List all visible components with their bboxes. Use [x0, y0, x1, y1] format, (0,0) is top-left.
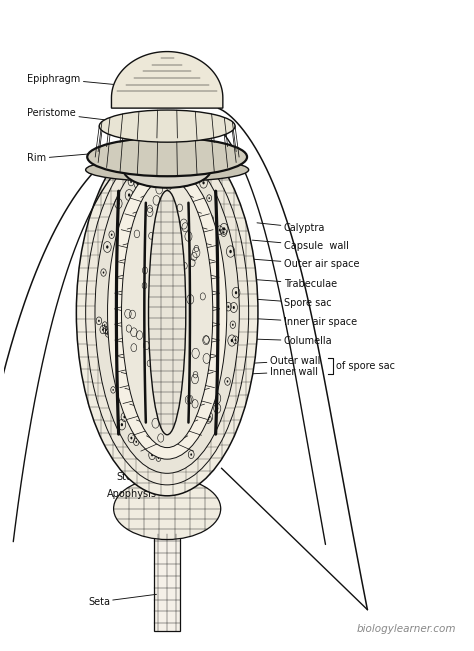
Circle shape [228, 305, 229, 308]
Text: Capsule  wall: Capsule wall [252, 240, 348, 251]
Circle shape [209, 197, 210, 199]
Circle shape [216, 396, 218, 400]
Circle shape [112, 389, 114, 391]
Circle shape [130, 180, 132, 183]
Circle shape [191, 453, 192, 456]
Circle shape [130, 437, 132, 439]
Circle shape [111, 234, 112, 236]
Circle shape [151, 454, 153, 456]
Circle shape [192, 172, 194, 174]
Ellipse shape [86, 141, 249, 485]
Circle shape [154, 162, 156, 164]
Circle shape [232, 324, 234, 326]
Text: Outer wall: Outer wall [238, 356, 320, 366]
Text: Trabeculae: Trabeculae [243, 279, 337, 289]
Circle shape [105, 329, 107, 331]
Ellipse shape [124, 152, 211, 187]
Text: Columella: Columella [178, 336, 332, 346]
Text: Inner wall: Inner wall [229, 367, 318, 377]
Circle shape [106, 245, 109, 249]
Circle shape [117, 202, 119, 205]
Circle shape [108, 331, 109, 333]
Text: Calyptra: Calyptra [257, 223, 325, 233]
Circle shape [128, 193, 130, 197]
Text: Apophysis: Apophysis [107, 488, 171, 499]
Circle shape [202, 181, 205, 184]
Text: biologylearner.com: biologylearner.com [356, 624, 456, 634]
Ellipse shape [108, 166, 227, 459]
Circle shape [121, 423, 123, 426]
Text: Epiphragm: Epiphragm [27, 74, 133, 87]
Circle shape [227, 380, 228, 383]
Circle shape [137, 182, 138, 185]
Circle shape [119, 398, 121, 400]
Circle shape [231, 339, 233, 342]
Circle shape [107, 332, 109, 335]
Text: Operculum: Operculum [139, 73, 193, 83]
Circle shape [212, 399, 214, 401]
Circle shape [233, 306, 235, 309]
Circle shape [102, 328, 104, 331]
Ellipse shape [114, 478, 221, 540]
Text: Spore sac: Spore sac [238, 298, 331, 308]
Circle shape [123, 415, 126, 419]
Circle shape [216, 407, 219, 410]
Circle shape [208, 415, 210, 419]
Circle shape [235, 339, 236, 341]
Text: Inner air space: Inner air space [229, 317, 357, 327]
Polygon shape [111, 51, 223, 108]
Circle shape [235, 291, 237, 294]
Circle shape [136, 441, 137, 443]
Circle shape [158, 457, 159, 459]
Ellipse shape [121, 178, 213, 448]
Circle shape [104, 324, 106, 326]
Circle shape [98, 320, 100, 322]
Circle shape [223, 231, 225, 234]
Ellipse shape [99, 110, 235, 142]
Text: Outer air space: Outer air space [248, 258, 359, 270]
Circle shape [229, 250, 232, 253]
Ellipse shape [76, 130, 258, 496]
Circle shape [208, 418, 209, 421]
Ellipse shape [148, 191, 186, 435]
Circle shape [219, 229, 221, 232]
Circle shape [210, 217, 212, 219]
Text: Peristome: Peristome [27, 109, 115, 121]
Text: Stoma: Stoma [116, 472, 171, 482]
Text: Seta: Seta [88, 594, 156, 607]
Polygon shape [155, 534, 180, 631]
Ellipse shape [95, 152, 239, 473]
Circle shape [103, 271, 104, 273]
Ellipse shape [87, 137, 247, 176]
Text: Rim: Rim [27, 154, 96, 163]
Circle shape [223, 227, 225, 230]
Ellipse shape [86, 158, 249, 182]
Text: of spore sac: of spore sac [336, 361, 395, 371]
